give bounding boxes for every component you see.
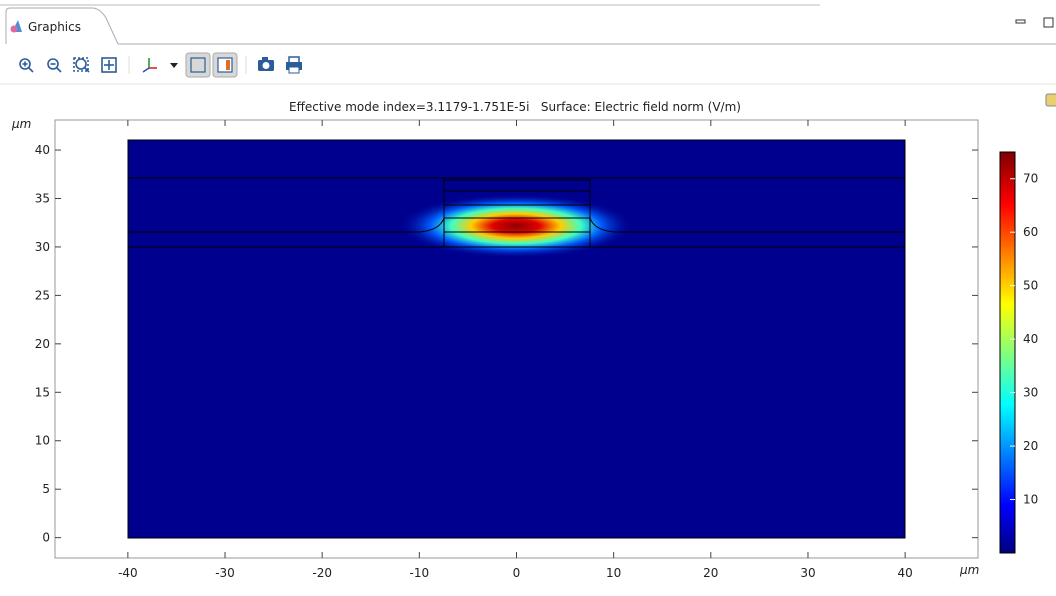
legend-icon-bar (226, 60, 230, 70)
y-unit: µm (11, 117, 31, 131)
colorbar-tick-label: 30 (1023, 386, 1038, 400)
colorbar-tick-label: 40 (1023, 332, 1038, 346)
image-snapshot-button[interactable] (258, 57, 274, 71)
x-tick-label: -10 (410, 566, 430, 580)
side-button[interactable] (1045, 93, 1056, 107)
x-tick-label: 20 (703, 566, 718, 580)
colorbar-tick-label: 50 (1023, 279, 1038, 293)
zoom-out-button[interactable] (47, 58, 62, 73)
x-tick-label: 10 (606, 566, 621, 580)
x-tick-label: 30 (800, 566, 815, 580)
colorbar-tick-label: 60 (1023, 225, 1038, 239)
x-tick-label: 40 (897, 566, 912, 580)
zoom-box-button[interactable] (73, 57, 90, 73)
colorbar-tick-label: 10 (1023, 493, 1038, 507)
tab-strip (0, 7, 1056, 45)
y-tick-label: 10 (35, 434, 50, 448)
grid-icon (190, 57, 206, 73)
y-tick-label: 15 (35, 385, 50, 399)
tab[interactable] (5, 7, 119, 45)
print-button[interactable] (286, 56, 302, 74)
tab-icon-dot (10, 25, 18, 33)
field-mode (398, 194, 634, 258)
tab-title[interactable]: Graphics (28, 20, 81, 34)
y-tick-label: 5 (42, 482, 50, 496)
geometry (128, 177, 905, 248)
maximize-button[interactable] (1043, 17, 1054, 28)
axis-orientation-button[interactable] (142, 58, 178, 73)
colorbar-tick-label: 70 (1023, 172, 1038, 186)
colorbar (999, 151, 1016, 554)
x-tick-label: -30 (215, 566, 235, 580)
y-tick-label: 25 (35, 288, 50, 302)
x-tick-label: -40 (118, 566, 138, 580)
x-unit: µm (959, 563, 979, 577)
y-tick-label: 20 (35, 337, 50, 351)
y-tick-label: 40 (35, 143, 50, 157)
zoom-in-button[interactable] (19, 58, 34, 73)
y-tick-label: 0 (42, 531, 50, 545)
x-tick-label: -20 (312, 566, 332, 580)
x-tick-label: 0 (513, 566, 521, 580)
zoom-extents-button[interactable] (101, 57, 117, 73)
y-tick-label: 30 (35, 240, 50, 254)
toolbar (0, 46, 1056, 84)
colorbar-tick-label: 20 (1023, 439, 1038, 453)
y-tick-label: 35 (35, 191, 50, 205)
grid-toggle[interactable] (185, 52, 211, 78)
minimize-button[interactable] (1015, 19, 1026, 24)
plot-title: Effective mode index=3.1179-1.751E-5i Su… (289, 100, 741, 114)
